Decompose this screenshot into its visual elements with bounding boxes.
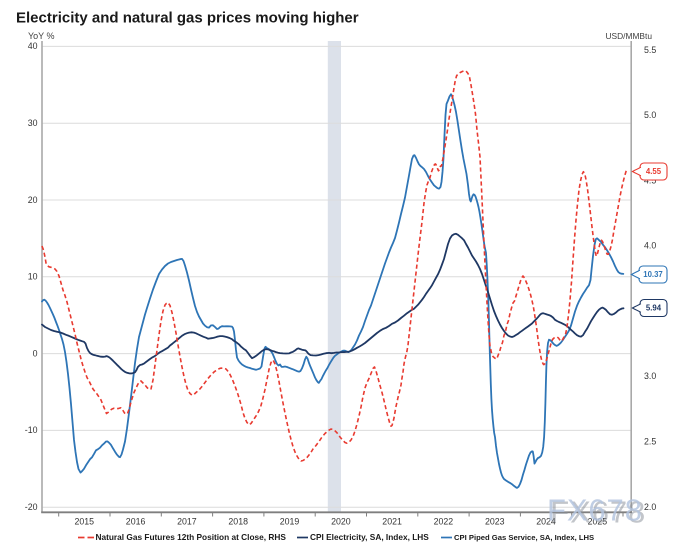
svg-text:5.94: 5.94 (646, 304, 662, 313)
svg-text:0: 0 (33, 348, 38, 358)
svg-text:4.55: 4.55 (646, 167, 662, 176)
svg-text:Natural Gas Futures 12th Posit: Natural Gas Futures 12th Position at Clo… (96, 532, 287, 542)
svg-text:2022: 2022 (434, 517, 454, 527)
svg-text:2.5: 2.5 (644, 437, 656, 447)
svg-text:CPI Electricity, SA, Index, LH: CPI Electricity, SA, Index, LHS (310, 532, 429, 542)
svg-text:2.0: 2.0 (644, 502, 656, 512)
svg-text:5.0: 5.0 (644, 110, 656, 120)
svg-text:USD/MMBtu: USD/MMBtu (605, 31, 652, 41)
svg-text:4.0: 4.0 (644, 241, 656, 251)
svg-text:YoY %: YoY % (28, 31, 55, 41)
svg-text:2017: 2017 (177, 517, 197, 527)
svg-text:5.5: 5.5 (644, 45, 656, 55)
svg-text:CPI Piped Gas Service, SA, Ind: CPI Piped Gas Service, SA, Index, LHS (454, 533, 594, 542)
svg-text:-10: -10 (25, 425, 38, 435)
svg-text:10.37: 10.37 (643, 270, 663, 279)
svg-text:2016: 2016 (126, 517, 146, 527)
svg-text:2021: 2021 (382, 517, 402, 527)
svg-text:-20: -20 (25, 502, 38, 512)
svg-text:FX678: FX678 (550, 495, 646, 530)
svg-text:3.0: 3.0 (644, 371, 656, 381)
svg-text:2025: 2025 (588, 517, 608, 527)
svg-text:10: 10 (28, 272, 38, 282)
svg-text:2024: 2024 (536, 517, 556, 527)
svg-text:2023: 2023 (485, 517, 505, 527)
svg-text:30: 30 (28, 118, 38, 128)
svg-text:2015: 2015 (75, 517, 95, 527)
svg-text:2018: 2018 (228, 517, 248, 527)
svg-text:2019: 2019 (280, 517, 300, 527)
svg-text:40: 40 (28, 41, 38, 51)
svg-text:20: 20 (28, 195, 38, 205)
svg-text:Electricity and natural gas pr: Electricity and natural gas prices movin… (16, 9, 359, 26)
svg-text:FX678: FX678 (547, 493, 643, 528)
svg-text:2020: 2020 (331, 517, 351, 527)
